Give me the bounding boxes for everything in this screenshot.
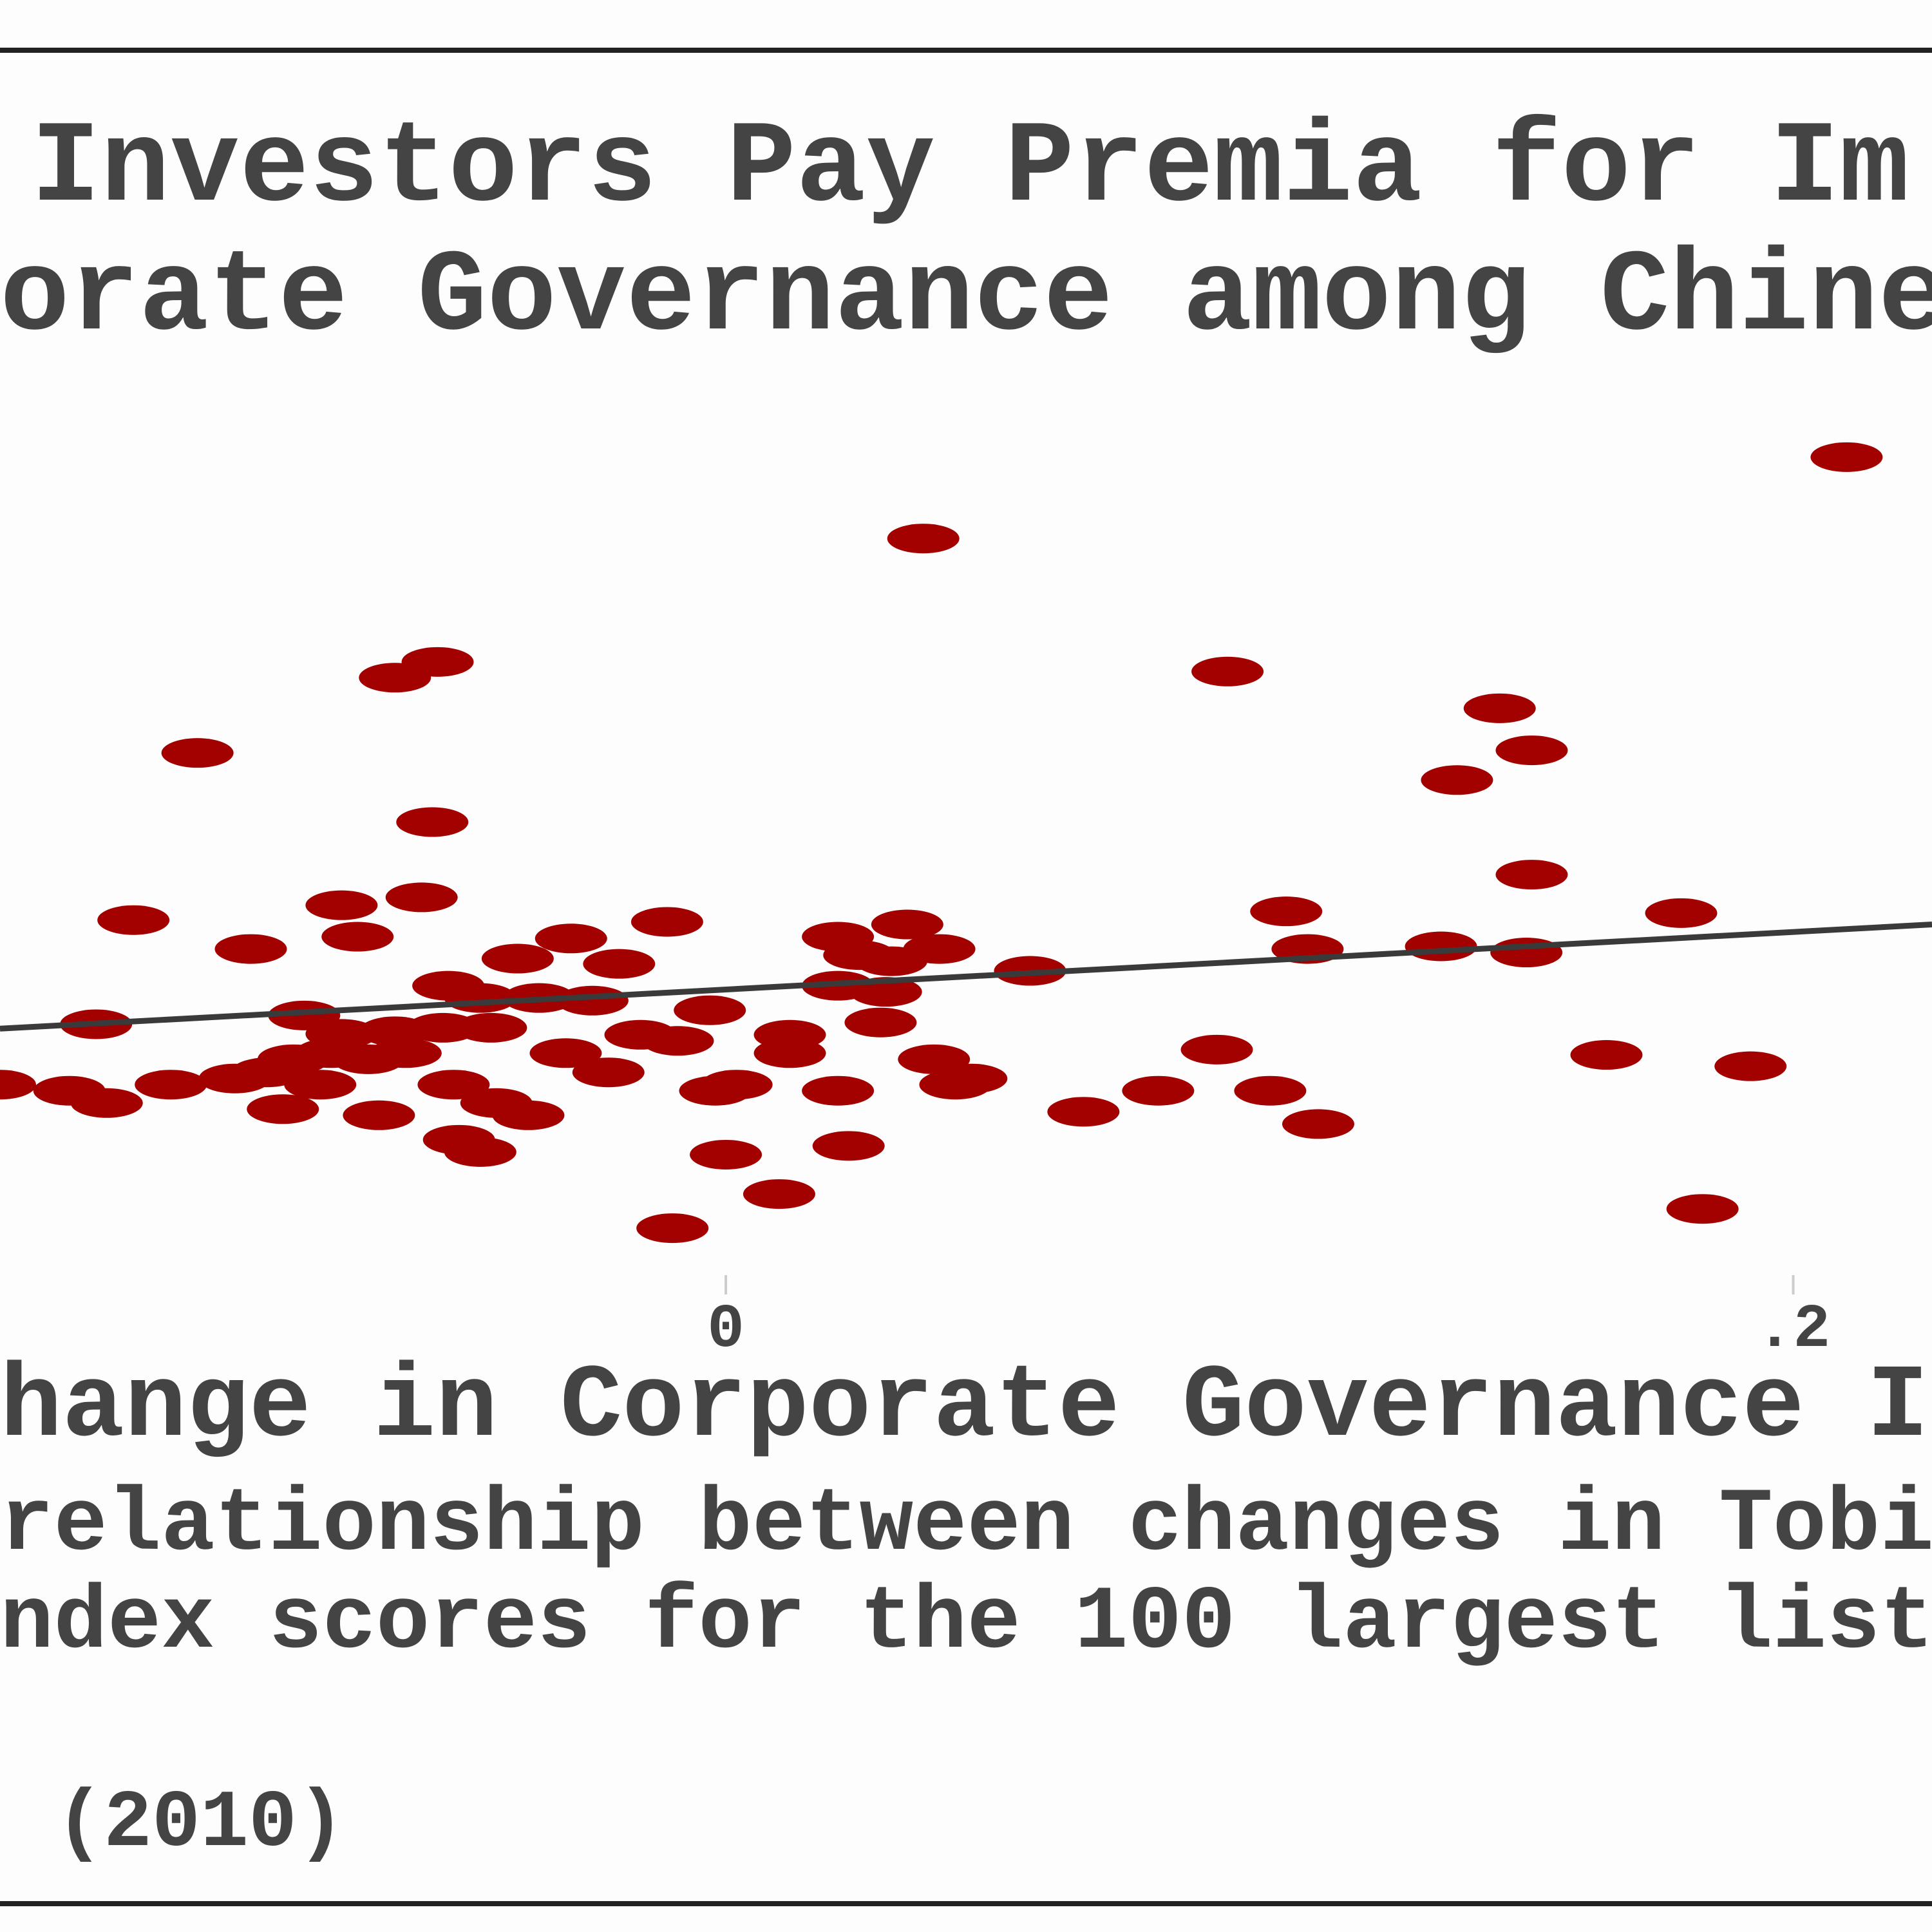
- point: [1463, 693, 1536, 723]
- point: [284, 1070, 357, 1100]
- point: [1250, 896, 1323, 927]
- point: [481, 943, 554, 974]
- point: [70, 1088, 143, 1118]
- point: [359, 663, 431, 693]
- point: [1810, 442, 1883, 472]
- point: [604, 1019, 677, 1050]
- point: [674, 995, 746, 1025]
- point: [0, 1070, 36, 1100]
- point: [572, 1057, 645, 1088]
- point: [305, 890, 378, 920]
- point: [369, 1038, 442, 1068]
- point: [1421, 765, 1493, 795]
- point: [1405, 931, 1477, 961]
- point: [135, 1070, 207, 1100]
- point: [343, 1100, 415, 1130]
- point: [529, 1038, 602, 1068]
- point: [417, 1070, 490, 1100]
- point: [444, 1137, 516, 1167]
- point: [492, 1100, 565, 1130]
- point: [455, 1012, 527, 1043]
- point: [1495, 860, 1568, 890]
- point: [844, 1007, 917, 1037]
- chart-title: Investors Pay Premia for Im: [31, 104, 1909, 235]
- point: [855, 946, 927, 976]
- point: [1714, 1051, 1787, 1081]
- point: [812, 1131, 885, 1161]
- point: [919, 1070, 992, 1100]
- point: [753, 1038, 826, 1068]
- point: [1047, 1097, 1120, 1127]
- point: [385, 882, 458, 913]
- point: [198, 1063, 271, 1094]
- point: [1645, 898, 1718, 928]
- point: [247, 1094, 319, 1124]
- x-tick-label: 0: [707, 1294, 744, 1365]
- fit-line: [0, 922, 1932, 1032]
- point: [630, 907, 703, 937]
- point: [887, 524, 960, 554]
- point: [321, 922, 394, 952]
- point: [871, 909, 943, 940]
- point: [1191, 656, 1264, 687]
- point: [636, 1213, 709, 1244]
- point: [396, 807, 469, 837]
- chart-title: orate Governance among Chine: [0, 232, 1932, 364]
- point: [535, 923, 607, 954]
- point: [1666, 1194, 1739, 1224]
- caption: relationship between changes in Tobi: [0, 1474, 1932, 1576]
- point: [161, 738, 234, 768]
- point: [802, 1075, 875, 1106]
- point: [1234, 1075, 1307, 1106]
- point: [1282, 1109, 1354, 1139]
- caption: ndex scores for the 100 largest list: [0, 1572, 1932, 1674]
- point: [700, 1070, 773, 1100]
- point: [743, 1179, 815, 1209]
- point: [1495, 735, 1568, 766]
- point: [214, 934, 287, 964]
- point: [97, 905, 170, 935]
- point: [1180, 1034, 1253, 1065]
- source: (2010): [55, 1778, 345, 1870]
- point: [1122, 1075, 1195, 1106]
- point: [1570, 1040, 1643, 1070]
- point: [690, 1139, 762, 1170]
- x-tick-label: .2: [1756, 1294, 1830, 1365]
- x-axis-title: hange in Corporate Governance I: [0, 1349, 1929, 1466]
- point: [583, 949, 656, 979]
